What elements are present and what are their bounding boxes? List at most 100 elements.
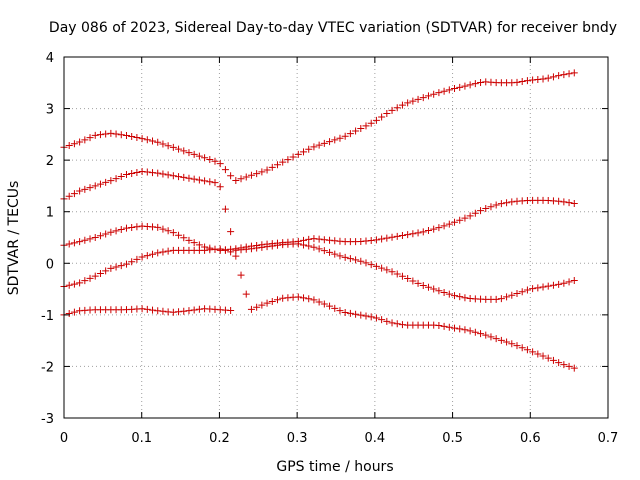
data-point bbox=[414, 95, 422, 103]
data-point bbox=[76, 187, 84, 195]
y-tick-label: 2 bbox=[46, 154, 54, 169]
data-point bbox=[331, 237, 339, 245]
data-point bbox=[492, 201, 500, 209]
data-point bbox=[65, 142, 73, 150]
y-tick-label: 3 bbox=[46, 103, 54, 118]
data-point bbox=[398, 272, 406, 280]
data-point bbox=[523, 346, 531, 354]
data-point bbox=[76, 238, 84, 246]
data-point bbox=[492, 335, 500, 343]
data-point bbox=[164, 247, 172, 255]
data-point bbox=[300, 148, 308, 156]
data-point bbox=[76, 138, 84, 146]
data-point bbox=[430, 90, 438, 98]
data-point bbox=[555, 197, 563, 205]
data-point bbox=[555, 280, 563, 288]
data-point bbox=[190, 239, 198, 247]
data-point bbox=[477, 330, 485, 338]
data-point bbox=[320, 139, 328, 147]
series-3-markers bbox=[60, 196, 578, 254]
data-point bbox=[497, 295, 505, 303]
data-point bbox=[169, 308, 177, 316]
data-point bbox=[487, 203, 495, 211]
data-point bbox=[503, 338, 511, 346]
data-point bbox=[154, 223, 162, 231]
data-point bbox=[367, 313, 375, 321]
data-point bbox=[544, 282, 552, 290]
data-point bbox=[435, 321, 443, 329]
data-point bbox=[273, 161, 281, 169]
data-point bbox=[393, 232, 401, 240]
data-point bbox=[315, 235, 323, 243]
data-point bbox=[300, 294, 308, 302]
data-point bbox=[466, 327, 474, 335]
series-1-markers bbox=[60, 69, 578, 184]
data-point bbox=[221, 166, 229, 174]
data-point bbox=[383, 266, 391, 274]
data-point bbox=[372, 314, 380, 322]
data-point bbox=[539, 352, 547, 360]
data-point bbox=[86, 134, 94, 142]
data-point bbox=[268, 240, 276, 248]
data-point bbox=[549, 356, 557, 364]
data-point bbox=[404, 231, 412, 239]
data-point bbox=[440, 87, 448, 95]
data-point bbox=[378, 113, 386, 121]
data-point bbox=[149, 250, 157, 258]
data-point bbox=[367, 119, 375, 127]
data-point bbox=[102, 130, 110, 138]
data-point bbox=[112, 263, 120, 271]
data-point bbox=[424, 283, 432, 291]
data-point bbox=[320, 247, 328, 255]
plot-frame bbox=[63, 56, 609, 419]
data-point bbox=[560, 71, 568, 79]
data-point bbox=[96, 270, 104, 278]
data-point bbox=[409, 230, 417, 238]
data-point bbox=[310, 243, 318, 251]
data-point bbox=[206, 156, 214, 164]
data-point bbox=[466, 212, 474, 220]
data-point bbox=[372, 116, 380, 124]
data-point bbox=[534, 284, 542, 292]
data-point bbox=[211, 157, 219, 165]
data-point bbox=[247, 171, 255, 179]
data-point bbox=[122, 131, 130, 139]
data-point bbox=[112, 227, 120, 235]
data-point bbox=[451, 324, 459, 332]
data-point bbox=[221, 246, 229, 254]
data-point bbox=[539, 75, 547, 83]
data-point bbox=[414, 279, 422, 287]
data-point bbox=[378, 316, 386, 324]
data-point bbox=[451, 218, 459, 226]
data-point bbox=[378, 235, 386, 243]
data-point bbox=[315, 245, 323, 253]
data-point bbox=[133, 134, 141, 142]
data-point bbox=[544, 354, 552, 362]
data-point bbox=[227, 306, 235, 314]
series-4-markers bbox=[60, 245, 578, 372]
data-point bbox=[102, 267, 110, 275]
data-point bbox=[273, 296, 281, 304]
data-point bbox=[70, 239, 78, 247]
series-2-markers bbox=[60, 168, 578, 303]
data-point bbox=[253, 241, 261, 249]
series-5-markers bbox=[60, 305, 235, 319]
data-point bbox=[508, 291, 516, 299]
data-point bbox=[352, 256, 360, 264]
data-point bbox=[367, 261, 375, 269]
data-point bbox=[445, 86, 453, 94]
data-point bbox=[185, 174, 193, 182]
data-point bbox=[107, 177, 115, 185]
data-point bbox=[169, 229, 177, 237]
data-point bbox=[565, 278, 573, 286]
data-point bbox=[195, 176, 203, 184]
data-point bbox=[133, 223, 141, 231]
data-point bbox=[518, 288, 526, 296]
data-point bbox=[445, 290, 453, 298]
data-point bbox=[357, 257, 365, 265]
data-point bbox=[227, 228, 235, 236]
data-point bbox=[180, 234, 188, 242]
x-tick-label: 0 bbox=[60, 431, 68, 446]
data-point bbox=[294, 237, 302, 245]
